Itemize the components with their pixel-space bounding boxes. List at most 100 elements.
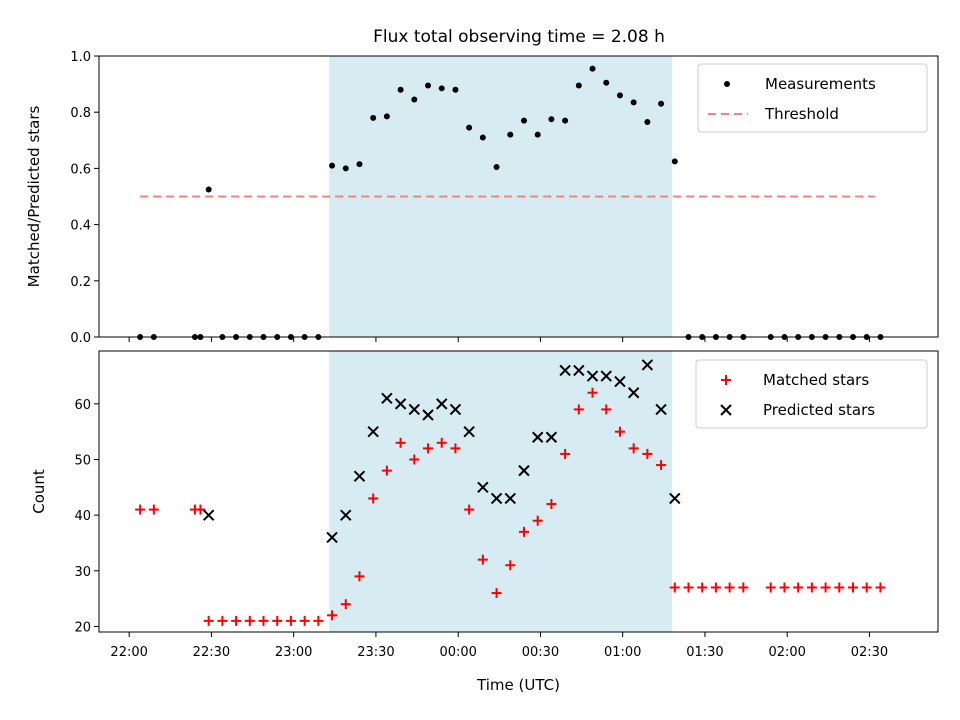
matched-star-point [614, 426, 625, 437]
matched-star-point [423, 443, 434, 454]
y-tick-label: 30 [74, 565, 91, 580]
measurement-point [671, 158, 678, 165]
measurement-point [329, 162, 336, 169]
y-tick-label: 20 [74, 620, 91, 635]
measurement-point [342, 165, 349, 172]
predicted-star-point [518, 464, 530, 477]
predicted-star-point [340, 509, 352, 521]
x-axis-label: Time (UTC) [476, 676, 560, 694]
matched-star-point [313, 615, 324, 626]
matched-star-point [217, 615, 228, 626]
predicted-star-point [545, 431, 558, 443]
predicted-star-point [655, 403, 667, 416]
y-tick-label: 0.8 [70, 106, 91, 121]
predicted-star-point [422, 409, 434, 421]
matched-star-point [546, 499, 557, 510]
predicted-star-point [669, 492, 681, 505]
matched-star-point [765, 582, 776, 593]
measurement-point [356, 161, 363, 168]
matched-star-point [779, 582, 790, 593]
top-legend: Measurements Threshold [697, 63, 928, 133]
bottom-legend: Matched stars Predicted stars [695, 359, 928, 429]
legend-matched-label: Matched stars [763, 371, 869, 389]
y-tick-label: 0.6 [70, 162, 91, 177]
measurement-point [603, 79, 610, 86]
predicted-star-point [463, 425, 475, 438]
y-tick-label: 50 [74, 454, 91, 469]
predicted-star-point [586, 370, 599, 382]
predicted-star-point [614, 375, 626, 388]
measurement-point [589, 65, 596, 72]
predicted-star-point [600, 370, 612, 382]
predicted-star-point [202, 509, 215, 521]
x-tick-label: 01:00 [604, 645, 641, 660]
matched-star-point [861, 582, 872, 593]
matched-star-point [532, 515, 543, 526]
y-tick-label: 1.0 [70, 50, 91, 65]
matched-star-point [848, 582, 859, 593]
matched-star-point [656, 460, 667, 471]
predicted-star-point [490, 492, 503, 505]
matched-star-point [195, 504, 206, 515]
bottom-panel: 20 30 40 50 60 22:00 22:30 23:00 23:30 00:00 00:3… [30, 350, 939, 694]
matched-star-point [587, 387, 598, 398]
predicted-star-point [531, 431, 544, 443]
legend-threshold-label: Threshold [764, 105, 839, 123]
matched-star-point [231, 615, 242, 626]
predicted-star-point [477, 481, 489, 494]
measurement-point [493, 163, 500, 170]
measurement-point [575, 82, 582, 89]
measurement-point [658, 100, 665, 107]
legend-measurements-label: Measurements [765, 75, 876, 93]
matched-star-point [806, 582, 817, 593]
predicted-star-point [449, 403, 462, 416]
y-tick-label: 0.0 [70, 331, 91, 346]
predicted-star-point [326, 531, 338, 544]
predicted-star-point [573, 364, 585, 377]
matched-star-point [738, 582, 749, 593]
matched-star-point [697, 582, 708, 593]
predicted-star-point [367, 425, 379, 438]
measurement-point [616, 92, 623, 99]
top-x-axis-ticks [128, 337, 870, 342]
measurement-point [548, 116, 555, 123]
matched-star-point [710, 582, 721, 593]
top-axes-frame [98, 55, 939, 338]
matched-star-point [327, 610, 338, 621]
matched-star-point [258, 615, 269, 626]
predicted-star-point [381, 392, 393, 405]
legend-matched-marker [721, 375, 731, 385]
bottom-y-axis-label: Count [30, 469, 48, 514]
y-tick-label: 60 [74, 398, 91, 413]
measurement-point [507, 131, 514, 138]
bottom-y-axis-ticks: 20 30 40 50 60 [74, 398, 99, 635]
measurement-point [520, 117, 527, 124]
matched-star-point [491, 588, 502, 599]
matched-star-point [203, 615, 214, 626]
matched-star-point [669, 582, 680, 593]
measurement-point [534, 131, 541, 138]
matched-star-point [135, 504, 146, 515]
predicted-star-point [504, 492, 516, 505]
measurement-point [452, 86, 459, 93]
matched-star-point [820, 582, 831, 593]
matched-star-point [272, 615, 283, 626]
measurement-point [644, 119, 651, 126]
x-tick-label: 02:00 [768, 645, 805, 660]
matched-star-point [244, 615, 255, 626]
matched-star-point [381, 465, 392, 476]
star-count-points [135, 359, 886, 626]
matched-star-point [148, 504, 159, 515]
matched-star-point [573, 404, 584, 415]
measurement-point [438, 85, 445, 92]
x-tick-label: 22:30 [193, 645, 230, 660]
x-tick-label: 23:30 [357, 645, 394, 660]
measurement-point [397, 86, 404, 93]
y-tick-label: 40 [74, 509, 91, 524]
measurement-point [630, 99, 637, 106]
legend-box [695, 359, 928, 429]
predicted-star-point [394, 398, 407, 410]
y-tick-label: 0.2 [70, 275, 91, 290]
matched-star-point [464, 504, 475, 515]
